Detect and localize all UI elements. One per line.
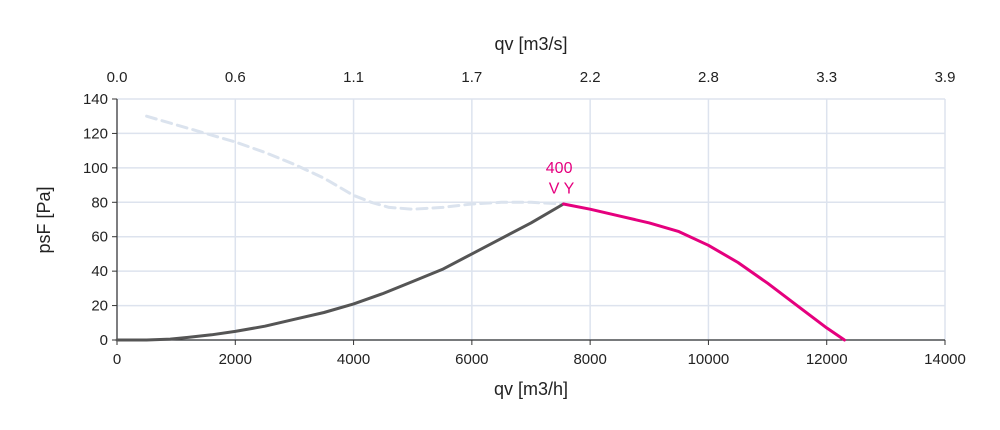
x2-tick-label: 3.9 bbox=[935, 69, 956, 86]
x-tick-label: 10000 bbox=[688, 351, 730, 368]
x2-tick-label: 0.0 bbox=[107, 69, 128, 86]
annotations: 400 V Y bbox=[546, 160, 575, 198]
series-line-solid-magenta bbox=[562, 202, 846, 342]
y-tick-label: 120 bbox=[83, 125, 108, 142]
series-line-solid-gray bbox=[115, 202, 565, 342]
series-line-dashed bbox=[145, 114, 565, 211]
x-tick-label: 6000 bbox=[455, 351, 488, 368]
y-tick-label: 100 bbox=[83, 160, 108, 177]
x-tick-label: 2000 bbox=[219, 351, 252, 368]
x2-tick-label: 0.6 bbox=[225, 69, 246, 86]
y-tick-label: 40 bbox=[91, 263, 108, 280]
y-axis-title: psF [Pa] bbox=[34, 186, 54, 253]
x2-tick-label: 1.1 bbox=[343, 69, 364, 86]
x2-tick-label: 1.7 bbox=[461, 69, 482, 86]
x-tick-label: 14000 bbox=[924, 351, 966, 368]
x2-axis-title: qv [m3/s] bbox=[494, 34, 567, 54]
x2-tick-label: 2.2 bbox=[580, 69, 601, 86]
y-tick-label: 60 bbox=[91, 229, 108, 246]
y-tick-label: 20 bbox=[91, 298, 108, 315]
x2-tick-label: 2.8 bbox=[698, 69, 719, 86]
grid-lines bbox=[116, 98, 946, 341]
x-axis-title: qv [m3/h] bbox=[494, 379, 568, 399]
y-tick-label: 0 bbox=[100, 332, 108, 349]
y-tick-label: 140 bbox=[83, 91, 108, 108]
curve-annotation-0: 400 bbox=[546, 160, 573, 177]
curve-annotation-1: V Y bbox=[549, 181, 575, 198]
series-layer bbox=[115, 114, 846, 342]
y-tick-label: 80 bbox=[91, 194, 108, 211]
x-tick-label: 8000 bbox=[573, 351, 606, 368]
axes bbox=[112, 98, 946, 345]
x-tick-label: 4000 bbox=[337, 351, 370, 368]
x-tick-label: 0 bbox=[113, 351, 121, 368]
x2-tick-label: 3.3 bbox=[816, 69, 837, 86]
x-tick-label: 12000 bbox=[806, 351, 848, 368]
